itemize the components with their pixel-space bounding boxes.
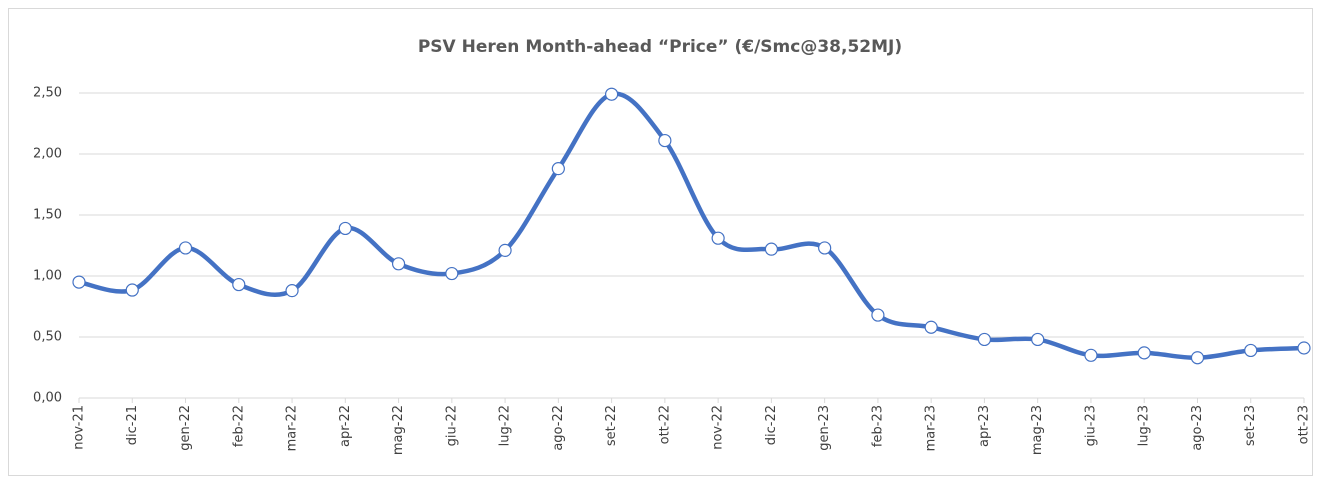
marker <box>551 162 565 176</box>
x-tick-label: dic-22 <box>764 405 779 445</box>
marker <box>711 231 725 245</box>
chart-title: PSV Heren Month-ahead “Price” (€/Smc@38,… <box>418 37 902 57</box>
marker <box>1031 332 1045 347</box>
marker <box>1084 348 1098 362</box>
x-tick-label: set-22 <box>604 405 619 446</box>
marker <box>125 283 139 297</box>
x-tick-label: gen-22 <box>178 405 193 451</box>
marker <box>338 221 352 236</box>
y-tick-label: 0,00 <box>33 391 62 406</box>
x-tick-label: dic-21 <box>125 405 140 445</box>
marker <box>178 241 193 255</box>
marker <box>445 266 459 281</box>
x-tick-label: set-23 <box>1243 405 1258 446</box>
x-tick-label: ott-22 <box>657 405 672 444</box>
marker <box>1297 341 1311 355</box>
x-tick-label: ago-23 <box>1190 405 1205 451</box>
marker <box>285 284 299 298</box>
x-tick-label: nov-21 <box>72 405 87 450</box>
x-tick-label: ago-22 <box>551 405 566 451</box>
marker <box>1190 351 1205 365</box>
x-tick-label: mag-23 <box>1030 405 1045 455</box>
marker <box>72 275 86 289</box>
marker <box>1244 343 1258 358</box>
marker <box>764 242 778 256</box>
x-tick-label: feb-23 <box>870 405 885 447</box>
x-tick-label: apr-23 <box>977 405 992 447</box>
x-tick-label: giu-22 <box>444 405 459 446</box>
y-tick-label: 2,50 <box>33 86 62 101</box>
x-tick-label: ott-23 <box>1297 405 1312 444</box>
x-tick-label: feb-22 <box>231 405 246 447</box>
marker <box>818 241 832 255</box>
x-tick-label: lug-23 <box>1137 405 1152 446</box>
x-tick-label: lug-22 <box>498 405 513 446</box>
x-tick-label: mar-22 <box>285 405 300 451</box>
y-tick-label: 2,00 <box>33 147 62 162</box>
x-tick-label: nov-22 <box>711 405 726 450</box>
y-tick-label: 1,00 <box>33 269 62 284</box>
x-tick-label: mag-22 <box>391 405 406 455</box>
marker <box>391 257 406 271</box>
marker <box>1137 346 1151 360</box>
y-tick-label: 1,50 <box>33 208 62 223</box>
marker <box>924 320 938 334</box>
marker <box>977 332 992 347</box>
x-tick-label: mar-23 <box>924 405 939 451</box>
marker <box>605 87 619 101</box>
x-tick-label: giu-23 <box>1083 405 1098 446</box>
marker <box>871 308 885 322</box>
y-tick-label: 0,50 <box>33 330 62 345</box>
x-tick-label: gen-23 <box>817 405 832 451</box>
marker <box>498 243 512 257</box>
marker <box>658 133 672 148</box>
x-tick-label: apr-22 <box>338 405 353 447</box>
marker <box>232 277 246 292</box>
